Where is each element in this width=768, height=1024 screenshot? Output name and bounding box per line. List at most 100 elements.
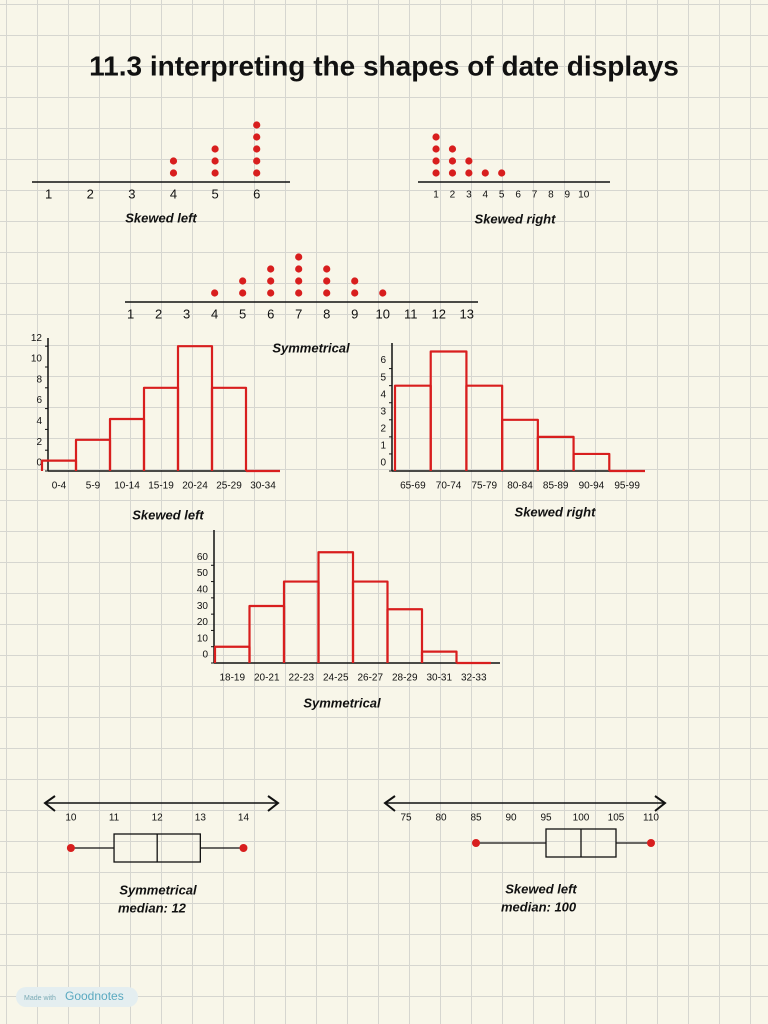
- bar: [386, 608, 424, 663]
- x-tick-label: 70-74: [436, 481, 462, 492]
- bar: [108, 417, 146, 471]
- x-tick-label: 6: [253, 186, 260, 201]
- caption: Skewed left: [132, 507, 204, 522]
- x-tick-label: 2: [87, 186, 94, 201]
- dot: [351, 277, 359, 285]
- arrow-right: [267, 795, 280, 812]
- x-tick-label: 30-34: [250, 481, 276, 492]
- dot: [432, 145, 440, 153]
- x-tick-label: 13: [460, 306, 474, 321]
- y-tick-label: 10: [197, 633, 209, 644]
- arrow-left: [383, 795, 396, 812]
- x-tick-label: 14: [238, 813, 250, 824]
- caption: Skewed left: [125, 210, 197, 225]
- x-tick-label: 32-33: [461, 673, 487, 684]
- x-tick-label: 0-4: [52, 481, 67, 492]
- x-tick-label: 95-99: [614, 481, 640, 492]
- y-tick-label: 12: [31, 333, 43, 344]
- max-dot: [239, 844, 248, 852]
- dot-stack: [498, 169, 506, 177]
- x-tick-label: 85: [470, 813, 482, 824]
- bar: [393, 384, 432, 471]
- x-tick-label: 80-84: [507, 481, 533, 492]
- bar: [501, 418, 539, 471]
- x-tick-label: 10: [578, 190, 590, 201]
- x-tick-label: 9: [351, 306, 358, 321]
- bar: [142, 386, 180, 471]
- x-tick-label: 10: [376, 306, 390, 321]
- x-tick-label: 65-69: [400, 481, 426, 492]
- dot-stack: [465, 157, 473, 177]
- dot: [211, 157, 219, 165]
- caption: Symmetrical: [272, 340, 350, 355]
- dot-stack: [267, 265, 275, 297]
- bar: [536, 435, 575, 471]
- dot: [323, 265, 331, 273]
- x-tick-label: 95: [540, 813, 552, 824]
- dot-stack: [169, 157, 178, 177]
- dot-stack: [253, 121, 261, 177]
- x-tick-label: 5: [499, 190, 505, 201]
- dot: [498, 169, 506, 177]
- y-tick-label: 2: [380, 424, 386, 435]
- dot: [267, 289, 275, 297]
- dot: [295, 253, 303, 261]
- caption: Symmetrical: [119, 882, 197, 897]
- dot: [432, 169, 440, 177]
- dot: [448, 145, 457, 153]
- y-tick-label: 2: [36, 437, 42, 448]
- x-tick-label: 20-21: [254, 673, 280, 684]
- bar: [351, 580, 389, 663]
- footer-brand: Goodnotes: [65, 989, 124, 1003]
- dot: [253, 133, 261, 141]
- y-tick-label: 0: [380, 458, 386, 469]
- bar: [465, 384, 504, 471]
- x-tick-label: 15-19: [148, 481, 174, 492]
- x-tick-label: 2: [155, 306, 162, 321]
- dot: [253, 157, 261, 165]
- y-tick-label: 6: [36, 395, 42, 406]
- dot: [211, 145, 219, 153]
- x-tick-label: 6: [267, 306, 274, 321]
- x-tick-label: 9: [565, 190, 571, 201]
- y-tick-label: 0: [202, 650, 208, 661]
- dot: [169, 169, 178, 177]
- x-tick-label: 75-79: [471, 481, 497, 492]
- dot: [211, 289, 219, 297]
- y-tick-label: 4: [36, 416, 42, 427]
- dot: [295, 265, 303, 273]
- y-tick-label: 40: [197, 584, 209, 595]
- x-tick-label: 1: [433, 190, 439, 201]
- dot-stack: [351, 277, 359, 297]
- dot: [432, 133, 440, 141]
- x-tick-label: 8: [548, 190, 554, 201]
- dot: [351, 289, 359, 297]
- y-tick-label: 8: [36, 374, 42, 385]
- dot-stack: [481, 169, 489, 177]
- bar: [317, 551, 355, 663]
- footer-badge: [16, 987, 138, 1007]
- x-tick-label: 110: [643, 813, 659, 824]
- x-tick-label: 4: [170, 186, 177, 201]
- x-tick-label: 11: [109, 813, 120, 824]
- x-tick-label: 12: [152, 813, 164, 824]
- x-tick-label: 4: [211, 306, 218, 321]
- x-tick-label: 13: [195, 813, 207, 824]
- x-tick-label: 24-25: [323, 673, 349, 684]
- bar: [213, 645, 251, 663]
- bar: [248, 604, 286, 663]
- x-tick-label: 7: [532, 190, 538, 201]
- x-tick-label: 7: [295, 306, 302, 321]
- caption: Skewed left: [505, 881, 577, 896]
- bar: [420, 650, 458, 663]
- y-tick-label: 0: [36, 458, 42, 469]
- x-tick-label: 5: [239, 306, 246, 321]
- dot-stack: [379, 289, 387, 297]
- dot: [267, 265, 275, 273]
- dot-stack: [211, 145, 219, 177]
- dot: [253, 145, 261, 153]
- min-dot: [472, 839, 480, 847]
- x-tick-label: 25-29: [216, 481, 242, 492]
- max-dot: [647, 839, 655, 847]
